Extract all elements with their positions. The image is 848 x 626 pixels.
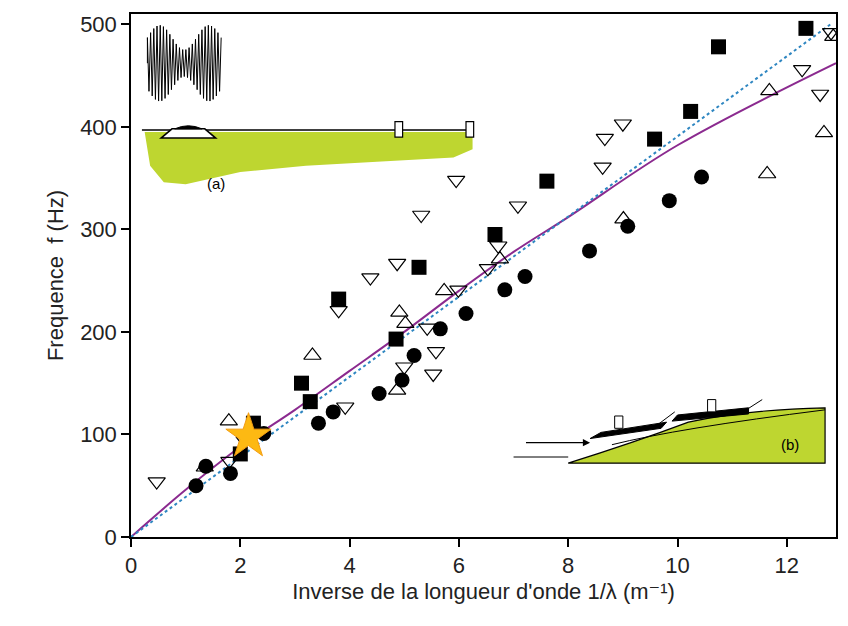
- svg-text:12: 12: [775, 553, 799, 578]
- svg-text:300: 300: [80, 217, 117, 242]
- svg-text:6: 6: [453, 553, 465, 578]
- svg-text:500: 500: [80, 12, 117, 37]
- svg-text:2: 2: [234, 553, 246, 578]
- svg-text:10: 10: [665, 553, 689, 578]
- svg-text:400: 400: [80, 115, 117, 140]
- svg-text:Frequence f (Hz): Frequence f (Hz): [43, 190, 68, 361]
- svg-text:8: 8: [562, 553, 574, 578]
- svg-text:Inverse de la longueur d'onde: Inverse de la longueur d'onde 1/λ (m⁻¹): [292, 579, 675, 604]
- svg-text:4: 4: [343, 553, 355, 578]
- svg-text:(b): (b): [781, 436, 799, 453]
- svg-text:200: 200: [80, 320, 117, 345]
- svg-text:0: 0: [105, 525, 117, 550]
- svg-text:(a): (a): [207, 175, 225, 192]
- svg-text:100: 100: [80, 422, 117, 447]
- svg-text:0: 0: [125, 553, 137, 578]
